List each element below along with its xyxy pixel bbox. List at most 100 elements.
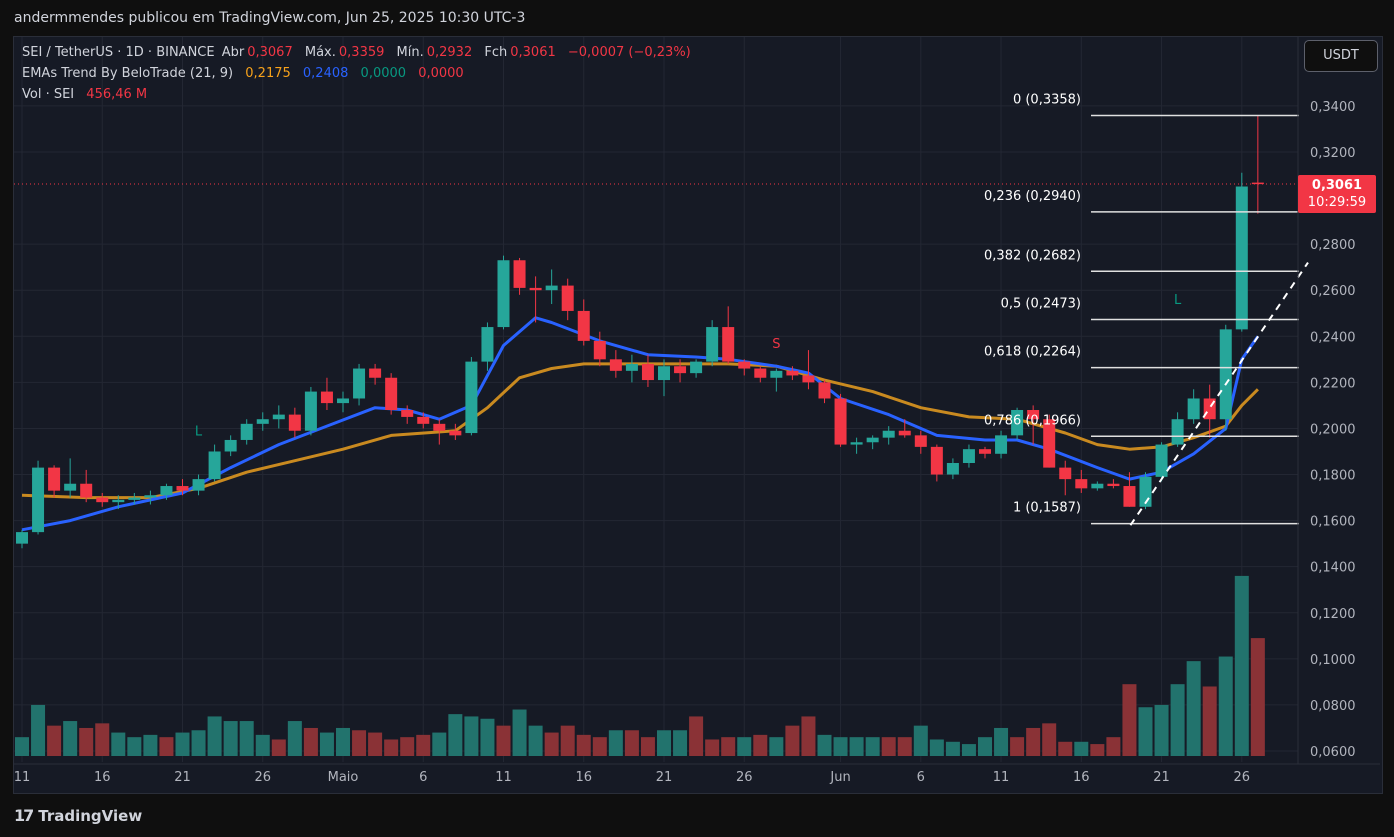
volume-bar: [689, 716, 704, 756]
fib-level-label: 0,382 (0,2682): [984, 248, 1081, 263]
ema-fast-line: [21, 316, 1260, 532]
ema-value-2: 0,2408: [302, 66, 349, 81]
volume-bar: [287, 721, 302, 756]
volume-bar: [592, 737, 607, 756]
symbol-legend[interactable]: SEI / TetherUS · 1D · BINANCE Abr 0,3067 …: [22, 45, 694, 60]
candle-body: [497, 260, 510, 328]
price-axis-label: 0,2400: [1310, 330, 1356, 345]
volume-bar: [737, 737, 752, 756]
volume-bar: [833, 737, 848, 756]
candle-body: [176, 486, 189, 491]
price-axis-label: 0,2800: [1310, 238, 1356, 253]
candle-body: [930, 446, 943, 475]
candle-body: [112, 499, 125, 503]
price-axis-label: 0,2600: [1310, 284, 1356, 299]
volume-bar: [849, 737, 864, 756]
price-axis-label: 0,1800: [1310, 469, 1356, 484]
volume-bar: [560, 725, 575, 756]
tradingview-logo[interactable]: 17 TradingView: [14, 806, 142, 825]
candle-body: [1219, 329, 1232, 420]
candle-body: [401, 410, 414, 417]
volume-bar: [576, 734, 591, 756]
time-axis-label: 6: [419, 770, 427, 785]
volume-bar: [239, 721, 254, 756]
volume-bar: [416, 734, 431, 756]
candle-body: [786, 370, 799, 376]
candle-body: [754, 368, 767, 378]
volume-bar: [881, 737, 896, 756]
volume-bar: [865, 737, 880, 756]
volume-bar: [1186, 661, 1201, 756]
candle-body: [995, 435, 1008, 454]
volume-bar: [897, 737, 912, 756]
time-axis-label: 26: [254, 770, 271, 785]
volume-bar: [207, 716, 222, 756]
time-axis-label: 21: [174, 770, 191, 785]
ema-legend[interactable]: EMAs Trend By BeloTrade (21, 9) 0,2175 0…: [22, 66, 467, 81]
candle-body: [160, 486, 173, 496]
open-label: Abr: [221, 45, 245, 60]
candle-body: [1155, 444, 1168, 477]
candle-body: [674, 366, 687, 374]
volume-bar: [1138, 707, 1153, 756]
volume-bar: [1250, 638, 1265, 756]
volume-bar: [384, 739, 399, 756]
time-axis-label: 11: [495, 770, 512, 785]
volume-bar: [753, 734, 768, 756]
chart-panel[interactable]: [13, 36, 1383, 794]
volume-legend[interactable]: Vol · SEI 456,46 M: [22, 87, 150, 102]
candle-body: [593, 340, 606, 360]
volume-bar: [978, 737, 992, 756]
candle-body: [465, 361, 478, 434]
ema-name[interactable]: EMAs Trend By BeloTrade (21, 9): [22, 66, 234, 81]
volume-bar: [1154, 704, 1169, 756]
volume-bar: [336, 727, 350, 756]
volume-bar: [721, 737, 736, 756]
volume-bar: [79, 727, 94, 756]
candle-countdown: 10:29:59: [1307, 195, 1367, 210]
time-axis-label: Jun: [829, 770, 850, 785]
volume-bar: [496, 725, 511, 756]
candle-body: [658, 366, 670, 381]
candle-body: [850, 442, 863, 445]
time-axis-label: 11: [993, 770, 1010, 785]
volume-bar: [95, 723, 110, 756]
volume-bar: [961, 744, 976, 756]
volume-bar: [657, 730, 671, 756]
price-axis-label: 0,1600: [1310, 515, 1356, 530]
candle-body: [80, 483, 93, 498]
candle-body: [818, 382, 831, 399]
candle-body: [898, 430, 911, 436]
candle-body: [802, 375, 815, 383]
price-axis-label: 0,1400: [1310, 561, 1356, 576]
time-axis-label: Maio: [328, 770, 359, 785]
candle-body: [417, 416, 430, 424]
symbol-label[interactable]: SEI / TetherUS · 1D · BINANCE: [22, 45, 215, 60]
volume-bar: [769, 737, 784, 756]
candle-body: [770, 370, 783, 378]
signal-marker: L: [195, 424, 203, 439]
time-axis-label: 21: [656, 770, 673, 785]
candle-body: [625, 363, 638, 371]
volume-bar: [464, 716, 479, 756]
candle-body: [385, 377, 398, 411]
candle-body: [481, 327, 494, 362]
volume-name[interactable]: Vol · SEI: [22, 87, 75, 102]
candle-body: [1059, 467, 1072, 480]
volume-bar: [624, 730, 639, 756]
open-value: 0,3067: [247, 45, 293, 60]
volume-bar: [817, 734, 832, 756]
time-axis-label: 16: [94, 770, 111, 785]
close-value: 0,3061: [510, 45, 556, 60]
volume-bar: [191, 730, 206, 756]
volume-bar: [1074, 741, 1089, 756]
currency-button[interactable]: USDT: [1304, 40, 1378, 72]
trend-line: [1129, 261, 1309, 526]
volume-bar: [1090, 744, 1105, 756]
current-price-tag: 0,3061 10:29:59: [1298, 175, 1376, 213]
price-axis-label: 0,3400: [1310, 100, 1356, 115]
volume-bar: [47, 725, 62, 756]
volume-bar: [512, 709, 527, 756]
volume-bar: [127, 737, 142, 756]
